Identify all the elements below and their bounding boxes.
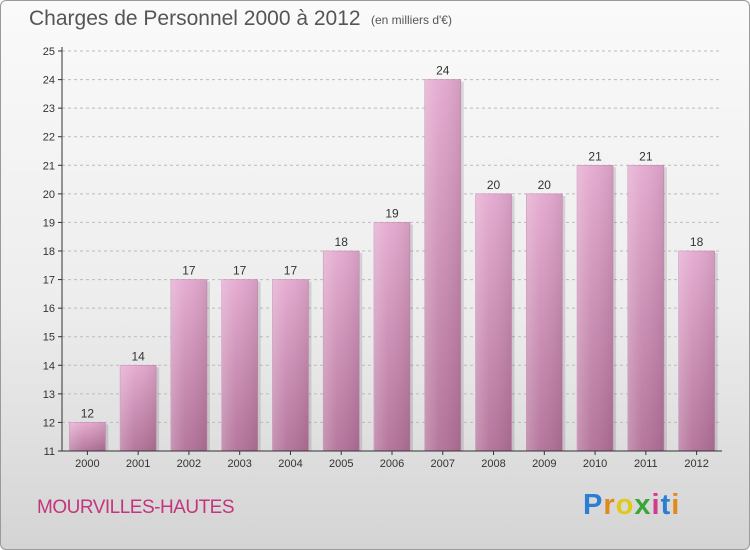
bar-highlight — [221, 279, 258, 451]
logo-letter: i — [671, 489, 681, 521]
x-tick-label: 2001 — [126, 458, 150, 470]
x-tick-label: 2008 — [481, 458, 505, 470]
x-tick-label: 2006 — [380, 458, 404, 470]
bar-value-label: 21 — [639, 149, 653, 163]
y-tick-label: 17 — [43, 275, 55, 287]
x-tick-label: 2000 — [75, 458, 99, 470]
y-tick-label: 12 — [43, 417, 55, 429]
y-tick-label: 21 — [43, 160, 55, 172]
logo-letter: o — [615, 489, 635, 521]
bars: 12 14 17 17 17 18 19 24 20 20 21 21 18 — [69, 64, 718, 452]
bar-value-label: 17 — [233, 264, 247, 278]
y-tick-label: 13 — [43, 389, 55, 401]
bar-value-label: 18 — [335, 235, 349, 249]
bar-value-label: 17 — [284, 264, 298, 278]
bar-value-label: 21 — [588, 149, 602, 163]
y-tick-label: 24 — [43, 75, 55, 87]
y-tick-label: 16 — [43, 303, 55, 315]
proxiti-logo: Proxiti — [583, 489, 680, 522]
bar-value-label: 19 — [385, 206, 399, 220]
y-tick-label: 20 — [43, 189, 55, 201]
logo-letter: i — [651, 489, 661, 521]
bar-value-label: 12 — [81, 406, 95, 420]
commune-name: MOURVILLES-HAUTES — [37, 497, 235, 518]
y-tick-label: 18 — [43, 246, 55, 258]
x-tick-label: 2012 — [684, 458, 708, 470]
bar-highlight — [69, 422, 106, 451]
x-tick-label: 2010 — [583, 458, 607, 470]
logo-letter: r — [603, 489, 616, 521]
unit-note: (en milliers d'€) — [371, 13, 452, 27]
y-tick-label: 11 — [44, 446, 55, 458]
y-tick-label: 14 — [43, 360, 55, 372]
x-tick-label: 2003 — [227, 458, 251, 470]
x-tick-label: 2005 — [329, 458, 353, 470]
bar-highlight — [475, 193, 512, 451]
bar-highlight — [120, 365, 157, 451]
bar-highlight — [323, 251, 360, 451]
bar-highlight — [424, 79, 461, 452]
y-tick-label: 19 — [43, 217, 55, 229]
logo-letter: t — [660, 489, 672, 521]
logo-letter: P — [583, 489, 604, 521]
bar-highlight — [577, 165, 614, 452]
bar-value-label: 17 — [182, 264, 196, 278]
axes: 11 12 13 14 15 16 17 18 19 20 21 22 23 24 25 2000 2001 20… — [43, 46, 722, 470]
bar-highlight — [526, 193, 563, 451]
x-tick-label: 2009 — [532, 458, 556, 470]
x-tick-label: 2011 — [634, 458, 658, 470]
y-tick-label: 25 — [43, 46, 55, 58]
logo-letter: x — [634, 489, 652, 521]
bar-highlight — [170, 279, 207, 451]
bar-value-label: 20 — [487, 178, 501, 192]
bar-value-label: 18 — [690, 235, 704, 249]
bar-value-label: 14 — [131, 349, 145, 363]
y-tick-label: 22 — [43, 132, 55, 144]
x-tick-label: 2007 — [431, 458, 455, 470]
bar-highlight — [374, 222, 410, 451]
x-tick-label: 2002 — [177, 458, 201, 470]
bar-highlight — [272, 279, 309, 451]
y-tick-label: 23 — [43, 103, 55, 115]
bar-value-label: 24 — [436, 64, 450, 78]
bar-highlight — [627, 165, 664, 452]
chart-title: Charges de Personnel 2000 à 2012 — [29, 7, 361, 30]
y-tick-label: 15 — [43, 332, 55, 344]
bar-highlight — [678, 251, 715, 451]
x-tick-label: 2004 — [278, 458, 302, 470]
bar-value-label: 20 — [538, 178, 552, 192]
